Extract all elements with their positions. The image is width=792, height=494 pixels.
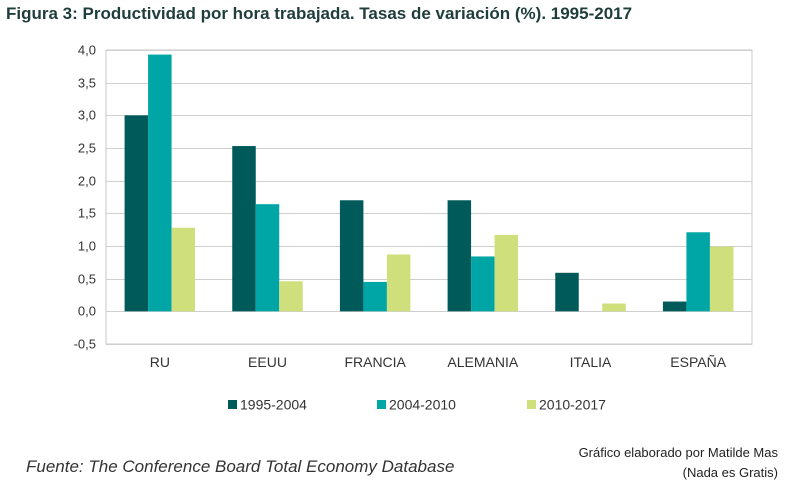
y-tick-label: 0,5 xyxy=(78,272,96,287)
bar xyxy=(363,281,387,312)
bars xyxy=(124,54,734,312)
bar xyxy=(232,146,256,312)
bar xyxy=(124,115,149,312)
bar xyxy=(255,204,280,312)
legend-swatch xyxy=(228,400,237,409)
bar xyxy=(709,246,734,312)
bar xyxy=(279,281,303,312)
category-label: ALEMANIA xyxy=(447,354,518,370)
y-tick-label: 1,0 xyxy=(78,239,96,254)
bar xyxy=(447,200,472,312)
credit-line-2: (Nada es Gratis) xyxy=(682,465,778,480)
legend: 1995-2004 2004-2010 2010-2017 xyxy=(228,397,606,413)
y-tick-label: -0,5 xyxy=(74,337,96,352)
bar-chart: -0,5 0,0 0,5 1,0 1,5 2,0 2,5 3,0 3,5 4,0 RU EEUU FR… xyxy=(74,43,753,413)
y-tick-label: 2,5 xyxy=(78,141,96,156)
category-label: EEUU xyxy=(248,354,287,370)
legend-swatch xyxy=(377,400,386,409)
y-tick-label: 0,0 xyxy=(78,304,96,319)
legend-label: 2004-2010 xyxy=(389,397,456,413)
y-tick-label: 2,0 xyxy=(78,174,96,189)
credit-line-1: Gráfico elaborado por Matilde Mas xyxy=(578,445,778,460)
bar xyxy=(339,200,364,312)
category-label: RU xyxy=(150,354,170,370)
credit-note: Gráfico elaborado por Matilde Mas (Nada … xyxy=(579,443,778,483)
y-tick-label: 3,5 xyxy=(78,76,96,91)
y-axis-tick-labels: -0,5 0,0 0,5 1,0 1,5 2,0 2,5 3,0 3,5 4,0 xyxy=(74,43,96,352)
bar xyxy=(555,272,579,312)
y-tick-label: 3,0 xyxy=(78,108,96,123)
bar xyxy=(386,254,411,312)
bar xyxy=(494,234,519,312)
source-note: Fuente: The Conference Board Total Econo… xyxy=(26,457,455,476)
category-label: FRANCIA xyxy=(344,354,406,370)
y-tick-label: 1,5 xyxy=(78,206,96,221)
bar xyxy=(171,227,196,312)
bar xyxy=(148,54,172,312)
category-label: ESPAÑA xyxy=(670,354,726,370)
plot-area-border xyxy=(105,49,753,345)
bar xyxy=(471,256,495,312)
bar xyxy=(602,303,626,312)
gridlines xyxy=(105,49,753,345)
legend-swatch xyxy=(527,400,536,409)
x-axis-category-labels: RU EEUU FRANCIA ALEMANIA ITALIA ESPAÑA xyxy=(150,354,727,370)
legend-label: 1995-2004 xyxy=(240,397,307,413)
category-label: ITALIA xyxy=(570,354,612,370)
bar xyxy=(686,232,710,312)
bar xyxy=(662,301,687,312)
y-tick-label: 4,0 xyxy=(78,43,96,58)
legend-label: 2010-2017 xyxy=(539,397,606,413)
chart-title: Figura 3: Productividad por hora trabaja… xyxy=(6,4,633,23)
